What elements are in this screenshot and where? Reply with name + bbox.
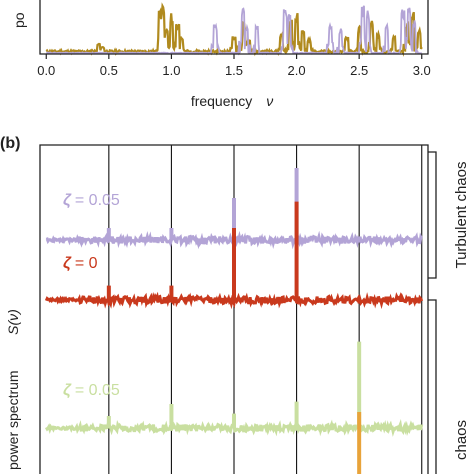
panel-a-xtick-label: 1.0 [162, 63, 180, 78]
side-label-chaos: chaos [453, 420, 470, 460]
panel-b-series-labels: ζ = 0.05ζ = 0ζ = 0.05 [63, 192, 120, 399]
panel-a-series-lavender [46, 5, 422, 56]
series-label-value: = 0.05 [75, 192, 120, 209]
panel-b-frame [39, 144, 429, 474]
panel-a-xlabel: frequency ν [191, 93, 273, 109]
series-label-value: = 0 [75, 255, 98, 272]
series-label-symbol: ζ [63, 382, 72, 399]
side-label-turbulent-chaos: Turbulent chaos [453, 161, 470, 268]
panel-a-xlabel-text: frequency [191, 93, 252, 109]
panel-a-xtick-label: 0.5 [100, 63, 118, 78]
panel-b-ylabel: power spectrum [5, 370, 21, 470]
panel-b-series-label: ζ = 0.05 [63, 192, 120, 209]
panel-a-xtick-label: 1.5 [225, 63, 243, 78]
series-label-symbol: ζ [63, 255, 72, 272]
panel-b-ylabel-symbol: S(ν) [5, 309, 21, 335]
bracket-turbulent [428, 151, 437, 279]
panel-b: (b) ζ = 0.05ζ = 0ζ = 0.05 power spectrum S(… [0, 135, 470, 474]
panel-a-ticks: 0.0 0.5 1.0 1.5 2.0 2.5 3.0 [37, 54, 431, 78]
panel-a-ylabel: po [11, 12, 27, 28]
panel-a-xlabel-symbol: ν [266, 93, 273, 109]
panel-b-series-red [44, 291, 424, 310]
panel-a-series [45, 2, 423, 57]
panel-a-xtick-label: 2.0 [288, 63, 306, 78]
series-label-symbol: ζ [63, 192, 72, 209]
panel-a: po 0.0 0.5 1.0 1.5 2.0 2.5 3.0 frequency ν [11, 0, 431, 109]
panel-b-series-label: ζ = 0 [63, 255, 98, 272]
panel-a-xtick-label: 2.5 [350, 63, 368, 78]
panel-a-xtick-label: 0.0 [37, 63, 55, 78]
panel-b-series-label: ζ = 0.05 [63, 382, 120, 399]
panel-b-label: (b) [0, 135, 20, 152]
series-label-value: = 0.05 [75, 382, 120, 399]
panel-a-xtick-label: 3.0 [413, 63, 431, 78]
panel-b-series [44, 168, 424, 474]
bracket-chaos [428, 299, 437, 474]
